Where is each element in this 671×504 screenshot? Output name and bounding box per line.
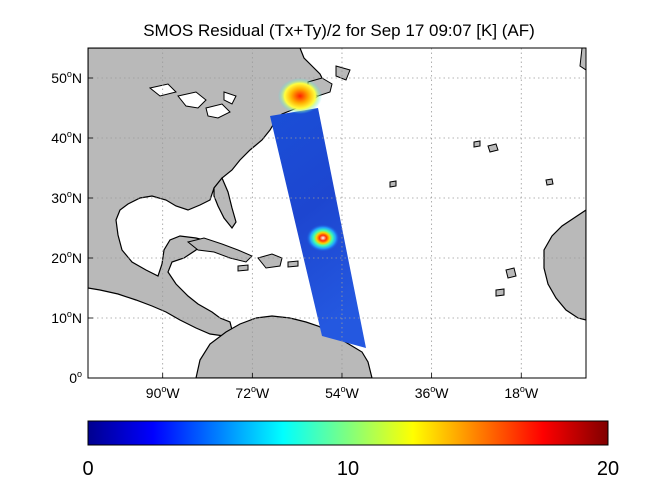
lon-tick-label: 36oW — [415, 384, 450, 401]
lon-tick-label: 18oW — [504, 384, 539, 401]
land-europe-edge — [579, 48, 586, 71]
lon-tick-labels: 90oW 72oW 54oW 36oW 18oW — [146, 384, 539, 401]
chart-title: SMOS Residual (Tx+Ty)/2 for Sep 17 09:07… — [143, 21, 535, 40]
map-grid — [88, 48, 586, 379]
lon-tick-label: 54oW — [325, 384, 360, 401]
colorbar-gradient — [87, 420, 609, 446]
land-layer — [88, 48, 586, 378]
map-axes: 0o 10oN 20oN 30oN 40oN 50oN 90oW 72oW 54oW 36oW 1… — [51, 47, 587, 401]
lat-tick-label: 0o — [69, 369, 82, 386]
land-puerto-rico — [287, 260, 299, 268]
colorbar: 0 10 20 — [82, 420, 619, 480]
lat-tick-label: 10oN — [51, 309, 82, 326]
land-hispaniola — [257, 253, 283, 269]
lat-tick-label: 40oN — [51, 129, 82, 146]
great-lakes — [148, 83, 237, 119]
map-frame — [87, 47, 587, 379]
colorbar-mid-label: 10 — [337, 458, 359, 480]
lon-tick-label: 72oW — [235, 384, 270, 401]
small-islands — [389, 140, 554, 297]
colorbar-min-label: 0 — [82, 458, 93, 480]
colorbar-max-label: 20 — [597, 458, 619, 480]
hurricane-hotspot — [306, 224, 340, 252]
lat-tick-label: 30oN — [51, 189, 82, 206]
land-florida — [213, 176, 237, 230]
lon-tick-label: 90oW — [146, 384, 181, 401]
lat-tick-label: 20oN — [51, 249, 82, 266]
coastal-hotspot — [278, 78, 322, 114]
land-jamaica — [237, 264, 249, 272]
lat-tick-labels: 0o 10oN 20oN 30oN 40oN 50oN — [51, 69, 82, 386]
lat-tick-label: 50oN — [51, 69, 82, 86]
land-cuba — [186, 237, 253, 263]
